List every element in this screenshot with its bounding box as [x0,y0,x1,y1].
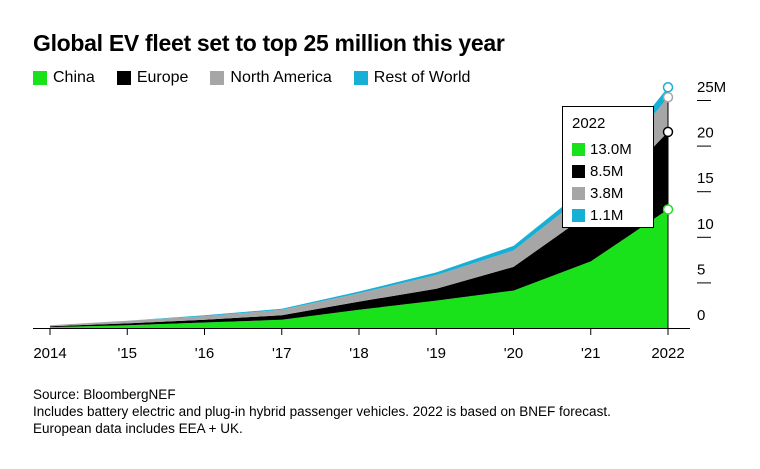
tooltip-row-north-america: 3.8M [572,182,645,204]
x-tick-label: 2022 [651,345,684,362]
legend-label-europe: Europe [136,69,189,86]
legend-swatch-china [33,71,47,85]
marker-rest-of-world[interactable] [662,81,674,93]
area-china[interactable] [50,209,668,328]
tooltip-swatch-china [572,142,585,156]
hover-markers [662,81,674,328]
marker-north-america[interactable] [662,92,674,103]
y-tick-label: 20 [697,125,714,142]
x-tick-label: '20 [504,345,524,362]
source-note: Source: BloombergNEF [33,387,176,402]
x-tick-label: '18 [349,345,369,362]
x-tick-label: '21 [581,345,601,362]
marker-china[interactable] [662,204,674,215]
tooltip-title: 2022 [572,115,606,132]
area-europe[interactable] [50,131,668,328]
legend-swatch-europe [116,71,131,85]
tooltip-value-north-america: 3.8M [590,184,624,202]
chart-legend: China Europe North America Rest of World [33,68,492,88]
legend-label-north-america: North America [230,69,332,86]
y-tick-label: 10 [697,216,714,233]
tooltip-swatch-north-america [572,186,585,200]
x-tick-label: '19 [426,345,446,362]
legend-label-rest-of-world: Rest of World [373,69,471,86]
x-tick-label: '17 [272,345,292,362]
x-tick-label: '15 [117,345,137,362]
area-series-group [50,87,668,328]
x-tick-label: 2014 [33,345,66,362]
legend-swatch-north-america [210,71,225,85]
legend-item-europe[interactable]: Europe [116,69,189,87]
tooltip-row-europe: 8.5M [572,160,645,182]
tooltip-row-china: 13.0M [572,138,645,160]
chart-title: Global EV fleet set to top 25 million th… [33,30,505,56]
methodology-note: Includes battery electric and plug-in hy… [33,404,611,419]
y-tick-label: 5 [697,261,705,278]
y-tick-label: 15 [697,170,714,187]
marker-europe[interactable] [662,126,674,138]
legend-label-china: China [53,69,95,86]
tooltip-value-europe: 8.5M [590,162,624,180]
tooltip-value-china: 13.0M [590,140,632,158]
tooltip-value-rest-of-world: 1.1M [590,206,624,224]
chart-notes: Source: BloombergNEF Includes battery el… [33,386,611,437]
legend-item-north-america[interactable]: North America [210,69,332,87]
tooltip-swatch-europe [572,164,585,178]
y-tick-label: 25M [697,79,726,96]
legend-item-rest-of-world[interactable]: Rest of World [353,69,471,87]
legend-item-china[interactable]: China [33,69,95,87]
tooltip-swatch-rest-of-world [572,208,585,222]
x-tick-label: '16 [195,345,215,362]
y-axis: 0 5 10 15 20 25M [697,79,726,324]
x-axis: 2014 '15 '16 '17 '18 '19 '20 '21 2022 [33,328,690,362]
europe-note: European data includes EEA + UK. [33,421,243,436]
tooltip-row-rest-of-world: 1.1M [572,204,645,226]
hover-tooltip: 2022 13.0M 8.5M 3.8M 1.1M [562,106,654,228]
legend-swatch-rest-of-world [353,71,368,85]
y-tick-label: 0 [697,307,705,324]
